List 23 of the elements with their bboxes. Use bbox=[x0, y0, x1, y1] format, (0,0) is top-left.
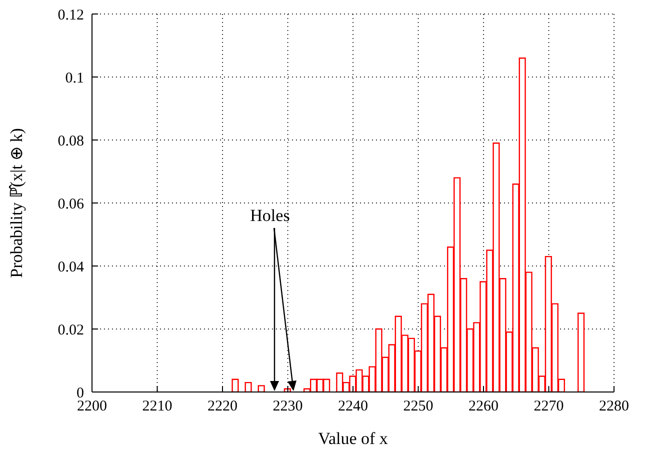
y-tick-label: 0.12 bbox=[58, 7, 84, 24]
y-tick-label: 0.08 bbox=[58, 133, 84, 150]
x-axis-title: Value of x bbox=[318, 429, 388, 448]
y-tick-label: 0.06 bbox=[58, 196, 84, 212]
y-tick-label: 0.1 bbox=[65, 70, 84, 86]
x-tick-label: 2220 bbox=[208, 398, 238, 415]
x-tick-label: 2210 bbox=[142, 398, 172, 415]
annotation: Holes bbox=[250, 206, 290, 225]
x-tick-label: 2240 bbox=[338, 398, 368, 415]
y-tick-label: 0 bbox=[76, 385, 84, 402]
x-tick-label: 2280 bbox=[599, 398, 629, 415]
x-tick-label: 2260 bbox=[468, 398, 498, 415]
bar bbox=[578, 312, 585, 392]
bar bbox=[232, 378, 239, 392]
x-tick-label: 2230 bbox=[272, 398, 303, 415]
y-tick-label: 0.02 bbox=[58, 322, 84, 338]
bar bbox=[244, 382, 252, 392]
x-tick-label: 2250 bbox=[403, 398, 434, 415]
x-tick-label: 2200 bbox=[77, 398, 107, 415]
bar bbox=[258, 385, 265, 392]
x-tick-label: 2270 bbox=[534, 398, 564, 415]
y-tick-label: 0.04 bbox=[58, 259, 84, 276]
y-axis-title: Probability ℙ̂(x|t ⊕ k) bbox=[7, 128, 26, 278]
